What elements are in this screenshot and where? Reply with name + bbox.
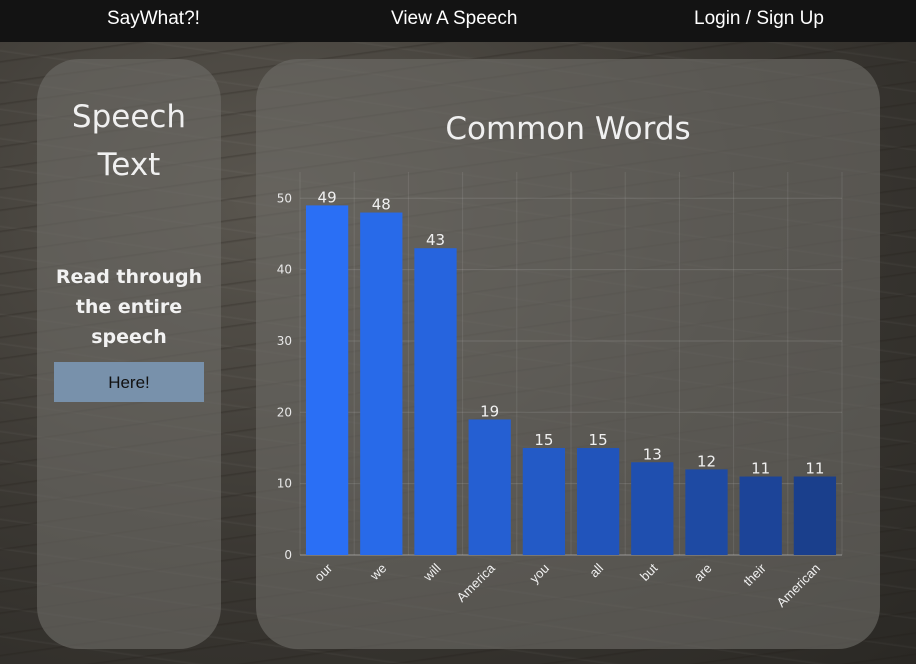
x-tick-label: but [637,560,661,584]
bar-american[interactable] [793,476,837,555]
bar-our[interactable] [305,205,349,555]
view-speech-link[interactable]: View A Speech [391,8,518,29]
data-label: 43 [426,231,445,249]
y-tick-label: 50 [277,191,292,205]
speech-desc-line3: speech [91,326,167,348]
x-tick-label: all [586,560,606,580]
data-label: 11 [751,460,770,478]
read-speech-button[interactable]: Here! [54,362,204,402]
bar-will[interactable] [414,248,457,555]
data-label: 11 [805,460,824,478]
speech-text-title-line1: Speech [71,99,187,135]
y-tick-label: 0 [284,548,292,562]
y-tick-label: 40 [277,263,292,277]
data-label: 48 [372,196,391,214]
x-tick-label: are [691,561,715,585]
speech-text-panel: Speech Text Read through the entire spee… [37,59,221,649]
data-label: 13 [643,445,662,463]
x-tick-label: their [740,560,769,589]
x-tick-label: American [774,561,823,610]
bar-their[interactable] [739,476,782,555]
x-tick-label: our [311,560,335,584]
y-tick-label: 20 [277,405,292,419]
speech-text-title-line2: Text [97,147,161,183]
brand-link[interactable]: SayWhat?! [107,8,200,29]
bar-you[interactable] [522,447,566,555]
common-words-chart: 0 10 20 30 40 50 49 our 48 we 43 will 19 America 15 you… [277,172,843,610]
x-tick-label: you [527,561,552,586]
y-tick-label: 10 [277,477,292,491]
bar-all[interactable] [576,447,620,555]
y-tick-label: 30 [277,334,292,348]
data-label: 12 [697,452,716,470]
data-label: 15 [534,431,553,449]
data-label: 49 [318,188,337,206]
chart-title: Common Words [445,111,691,147]
speech-desc-line1: Read through [55,266,203,288]
bar-but[interactable] [631,462,674,555]
top-nav: SayWhat?! View A Speech Login / Sign Up [0,0,916,42]
bar-america[interactable] [468,419,511,555]
x-tick-label: will [420,560,444,584]
data-label: 15 [589,431,608,449]
x-tick-label: we [366,561,389,584]
login-signup-link[interactable]: Login / Sign Up [694,8,824,29]
bar-we[interactable] [360,212,403,556]
speech-desc-line2: the entire [75,296,183,318]
x-tick-label: America [453,560,498,605]
bar-are[interactable] [685,469,728,555]
data-label: 19 [480,402,499,420]
